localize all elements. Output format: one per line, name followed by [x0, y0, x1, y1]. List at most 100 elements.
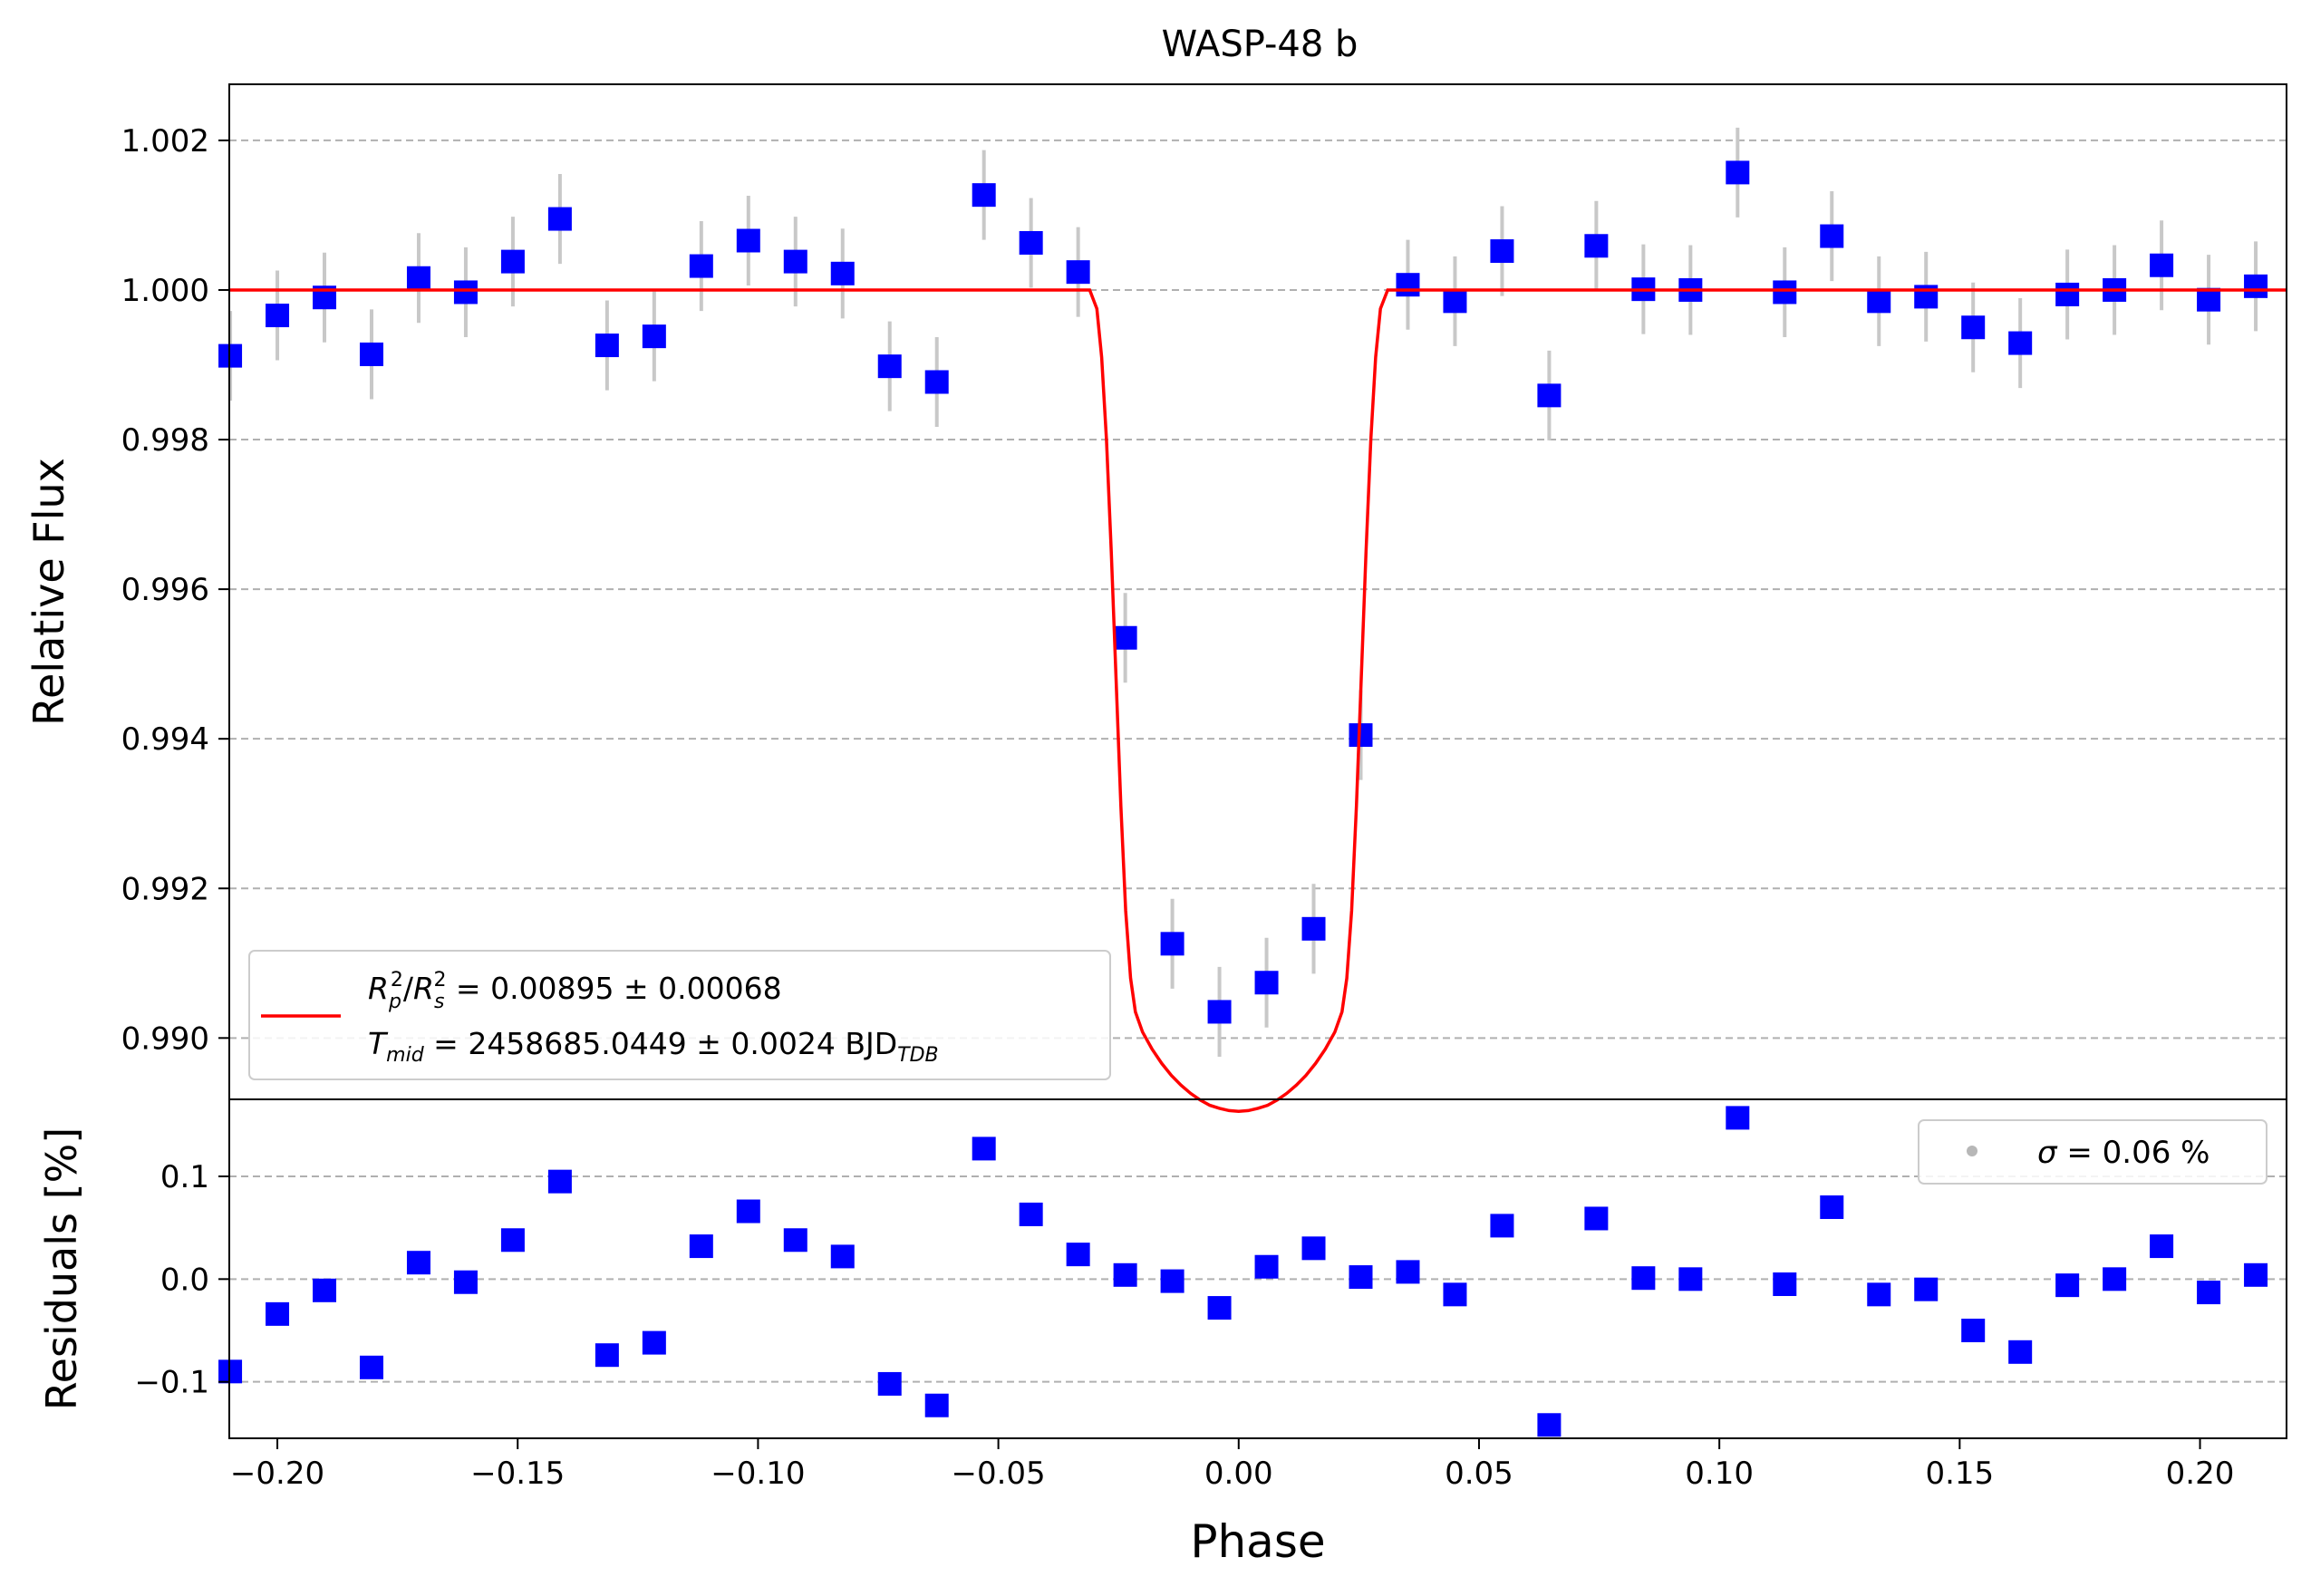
residual-point	[972, 1137, 996, 1161]
main-data-point	[830, 261, 855, 285]
residual-point	[2244, 1262, 2268, 1287]
residuals-y-tick-label: 0.0	[160, 1262, 209, 1298]
x-tick-label: 0.20	[2166, 1456, 2235, 1492]
main-data-point	[1490, 239, 1514, 264]
residual-point	[2008, 1340, 2033, 1364]
main-y-tick-label: 0.994	[121, 721, 209, 758]
main-data-point	[924, 370, 949, 394]
x-tick-label: −0.20	[230, 1456, 324, 1492]
x-tick-label: −0.10	[711, 1456, 805, 1492]
main-data-point	[1066, 260, 1090, 285]
main-panel: 0.990 0.992 0.994 0.996 0.998 1.000 1.002 Rela…	[24, 83, 2287, 1113]
x-tick-label: 0.10	[1685, 1456, 1754, 1492]
residual-point	[313, 1278, 337, 1302]
x-tick-label: 0.00	[1204, 1456, 1273, 1492]
residual-point	[689, 1234, 713, 1259]
main-data-point	[1726, 160, 1750, 185]
residual-point	[266, 1301, 290, 1326]
x-ticks: −0.20 −0.15 −0.10 −0.05 0.00 0.05 0.10 0.15 0.20	[230, 1438, 2234, 1492]
main-data-point	[1537, 383, 1562, 408]
main-data-point	[547, 207, 572, 231]
main-y-tick-label: 0.998	[121, 422, 209, 459]
main-legend-box	[248, 950, 1111, 1080]
residual-point	[1066, 1243, 1090, 1267]
x-tick-label: 0.15	[1925, 1456, 1994, 1492]
residual-point	[547, 1169, 572, 1194]
residuals-panel: −0.1 0.0 0.1 −0.20 −0.15 −0.10 −0.05 0.00 0.05 0…	[37, 1098, 2287, 1568]
residual-point	[1490, 1214, 1514, 1238]
residual-point	[1726, 1106, 1750, 1130]
main-data-point	[689, 254, 713, 278]
residuals-data-points	[218, 1106, 2268, 1437]
residual-point	[2197, 1281, 2221, 1305]
main-data-point	[218, 343, 243, 368]
residual-point	[1820, 1195, 1844, 1219]
main-y-tick-label: 0.990	[121, 1020, 209, 1057]
residual-point	[1537, 1413, 1562, 1437]
residual-point	[1254, 1254, 1279, 1279]
main-data-point	[1254, 971, 1279, 995]
residual-point	[736, 1199, 760, 1224]
main-data-point	[1160, 932, 1185, 956]
residual-point	[406, 1251, 430, 1275]
residuals-y-ticks: −0.1 0.0 0.1	[134, 1159, 229, 1401]
residual-point	[359, 1355, 383, 1379]
residual-point	[1678, 1267, 1703, 1291]
main-data-point	[1113, 625, 1137, 650]
residual-point	[218, 1359, 243, 1384]
main-axes-frame	[228, 83, 2287, 1100]
x-tick-label: 0.05	[1445, 1456, 1513, 1492]
main-data-point	[453, 280, 478, 305]
x-tick-label: −0.05	[951, 1456, 1045, 1492]
main-y-tick-label: 1.002	[121, 123, 209, 160]
chart-title: WASP-48 b	[1162, 24, 1359, 65]
x-tick-label: −0.15	[470, 1456, 565, 1492]
main-data-point	[877, 354, 902, 379]
residual-point	[1961, 1319, 1986, 1342]
residuals-legend: σ = 0.06 %	[1918, 1119, 2267, 1185]
main-data-point	[1443, 289, 1467, 314]
residuals-y-tick-label: 0.1	[160, 1159, 209, 1195]
main-data-point	[1820, 224, 1844, 248]
residual-point	[1349, 1265, 1373, 1290]
residual-point	[595, 1343, 619, 1368]
residual-point	[2103, 1267, 2127, 1291]
residual-point	[453, 1270, 478, 1294]
main-data-point	[595, 334, 619, 358]
main-y-tick-label: 0.992	[121, 871, 209, 907]
residual-point	[924, 1393, 949, 1417]
main-data-point	[266, 304, 290, 328]
main-data-point	[1867, 289, 1891, 314]
main-data-point	[1961, 315, 1986, 340]
residual-point	[1160, 1269, 1185, 1293]
residual-point	[877, 1371, 902, 1396]
main-data-point	[2244, 274, 2268, 298]
main-data-point	[642, 324, 666, 349]
residual-point	[1207, 1296, 1232, 1320]
main-y-axis-label: Relative Flux	[24, 458, 73, 726]
residuals-legend-box	[1918, 1119, 2267, 1185]
residual-point	[500, 1228, 525, 1253]
main-data-point	[2197, 287, 2221, 312]
main-data-point	[972, 183, 996, 208]
residual-point	[1867, 1282, 1891, 1307]
main-data-points	[218, 160, 2268, 1024]
residual-point	[1584, 1206, 1609, 1231]
main-data-point	[359, 342, 383, 366]
main-gridlines	[229, 139, 2287, 1040]
transit-model-curve	[229, 288, 2287, 1113]
residual-point	[1301, 1236, 1326, 1261]
residuals-y-tick-label: −0.1	[134, 1365, 209, 1401]
residuals-axes-frame	[228, 1098, 2287, 1439]
main-data-point	[1396, 273, 1420, 297]
main-data-point	[2150, 253, 2174, 277]
residual-point	[830, 1244, 855, 1269]
main-data-point	[1019, 230, 1043, 255]
legend-line-rp-rs: Rp2/Rs2 = 0.00895 ± 0.00068	[368, 969, 782, 1013]
residuals-gridlines	[229, 1175, 2287, 1383]
main-data-point	[406, 266, 430, 290]
residual-point	[783, 1228, 807, 1253]
residual-point	[1019, 1202, 1043, 1226]
legend-line-tmid: Tmid = 2458685.0449 ± 0.0024 BJDTDB	[368, 1026, 939, 1067]
main-data-point	[736, 228, 760, 253]
